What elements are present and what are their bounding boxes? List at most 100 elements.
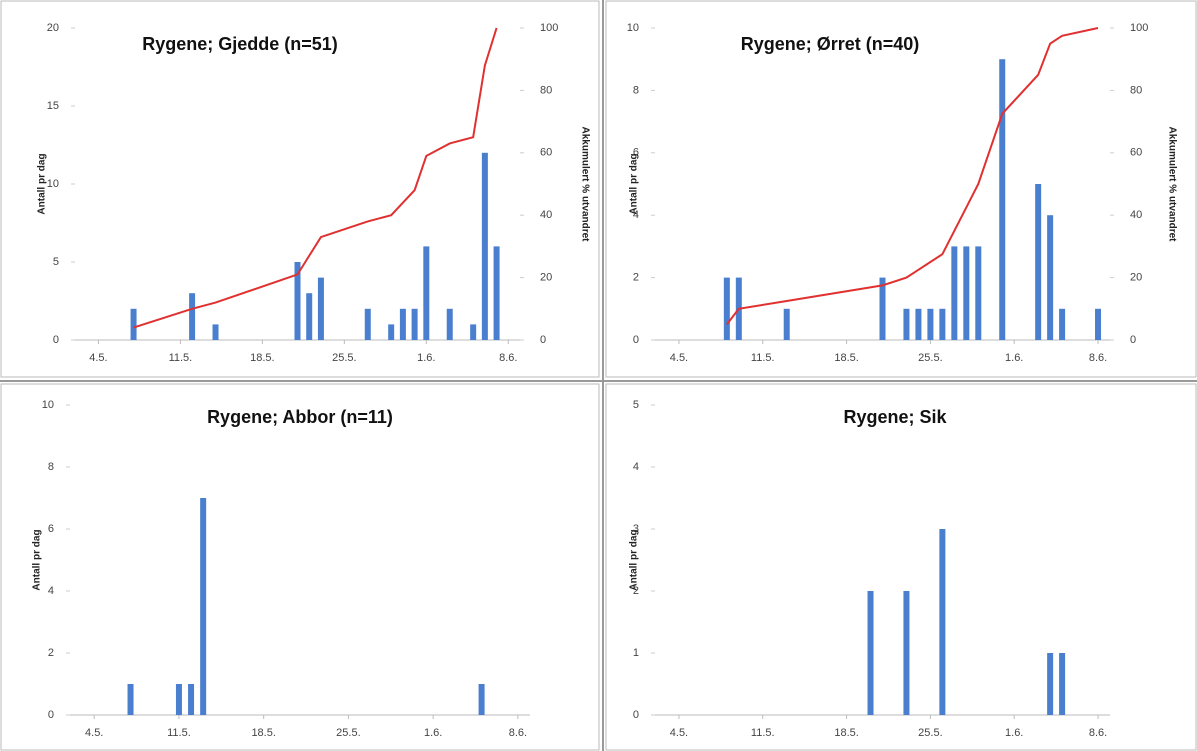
y2-tick-label: 20 xyxy=(540,272,552,284)
x-tick-label: 11.5. xyxy=(169,352,193,364)
bar xyxy=(1047,215,1054,340)
chart-title: Rygene; Sik xyxy=(843,407,947,427)
y-tick-label: 4 xyxy=(48,585,54,597)
chart-title: Rygene; Abbor (n=11) xyxy=(207,407,393,427)
bar xyxy=(317,277,324,340)
x-tick-label: 25.5. xyxy=(332,352,356,364)
bar xyxy=(127,684,134,715)
y-tick-label: 8 xyxy=(48,461,54,473)
bar xyxy=(130,308,137,340)
y2-axis-title: Akkumulert % utvandret xyxy=(579,126,590,242)
y-tick-label: 15 xyxy=(47,100,59,112)
x-tick-label: 8.6. xyxy=(499,352,517,364)
x-tick-label: 18.5. xyxy=(250,352,274,364)
x-tick-label: 18.5. xyxy=(834,727,858,739)
bar xyxy=(939,529,946,715)
y-tick-label: 5 xyxy=(633,399,639,411)
bar xyxy=(723,277,730,340)
y-tick-label: 8 xyxy=(633,84,639,96)
panel-frame xyxy=(0,383,600,751)
y-tick-label: 10 xyxy=(42,399,54,411)
bar xyxy=(188,684,195,715)
y-axis-title: Antall pr dag xyxy=(629,529,640,590)
x-tick-label: 4.5. xyxy=(670,727,688,739)
bar xyxy=(294,262,301,340)
panel-frame xyxy=(605,0,1197,378)
x-tick-label: 1.6. xyxy=(417,352,435,364)
bar xyxy=(399,308,406,340)
bar xyxy=(999,59,1006,340)
bar xyxy=(364,308,371,340)
y-tick-label: 10 xyxy=(627,22,639,34)
chart-title: Rygene; Ørret (n=40) xyxy=(741,34,920,54)
y-tick-label: 2 xyxy=(48,647,54,659)
panel-frame xyxy=(605,383,1197,751)
bar xyxy=(212,324,219,340)
y-axis-title: Antall pr dag xyxy=(629,153,640,214)
bar xyxy=(903,591,910,715)
bar xyxy=(879,277,886,340)
panel-frame xyxy=(0,0,600,378)
x-tick-label: 4.5. xyxy=(670,352,688,364)
bar xyxy=(1095,308,1102,340)
y-tick-label: 1 xyxy=(633,647,639,659)
x-tick-label: 18.5. xyxy=(834,352,858,364)
x-tick-label: 1.6. xyxy=(424,727,442,739)
bar xyxy=(493,246,500,340)
bar xyxy=(975,246,982,340)
bar xyxy=(446,308,453,340)
y-tick-label: 2 xyxy=(633,585,639,597)
x-tick-label: 25.5. xyxy=(336,727,360,739)
cumulative-line xyxy=(726,27,1099,326)
y-tick-label: 4 xyxy=(633,461,639,473)
bar xyxy=(915,308,922,340)
bar xyxy=(1035,184,1042,340)
bar xyxy=(470,324,477,340)
cumulative-line xyxy=(133,27,498,329)
x-tick-label: 11.5. xyxy=(751,352,775,364)
y-tick-label: 2 xyxy=(633,272,639,284)
bar xyxy=(200,498,207,715)
bar xyxy=(951,246,958,340)
x-tick-label: 11.5. xyxy=(751,727,775,739)
bar xyxy=(1047,653,1054,715)
bar xyxy=(963,246,970,340)
y-tick-label: 0 xyxy=(48,709,54,721)
y-tick-label: 0 xyxy=(53,334,59,346)
y2-tick-label: 0 xyxy=(540,334,546,346)
bar xyxy=(867,591,874,715)
bar xyxy=(1059,308,1066,340)
y2-tick-label: 80 xyxy=(1130,84,1142,96)
y-axis-title: Antall pr dag xyxy=(32,529,43,590)
y2-tick-label: 60 xyxy=(540,147,552,159)
bar xyxy=(388,324,395,340)
bar xyxy=(306,293,313,340)
x-tick-label: 11.5. xyxy=(167,727,191,739)
x-tick-label: 4.5. xyxy=(89,352,107,364)
y-tick-label: 10 xyxy=(47,178,59,190)
x-tick-label: 8.6. xyxy=(509,727,527,739)
bar xyxy=(939,308,946,340)
bar xyxy=(478,684,485,715)
bar xyxy=(1059,653,1066,715)
x-tick-label: 8.6. xyxy=(1089,727,1107,739)
x-tick-label: 4.5. xyxy=(85,727,103,739)
bar xyxy=(783,308,790,340)
bar xyxy=(423,246,430,340)
y-tick-label: 20 xyxy=(47,22,59,34)
bar xyxy=(175,684,182,715)
y-tick-label: 0 xyxy=(633,709,639,721)
y-tick-label: 0 xyxy=(633,334,639,346)
x-tick-label: 1.6. xyxy=(1005,727,1023,739)
chart-title: Rygene; Gjedde (n=51) xyxy=(142,34,338,54)
y2-axis-title: Akkumulert % utvandret xyxy=(1166,126,1177,242)
bar xyxy=(903,308,910,340)
y-tick-label: 6 xyxy=(633,147,639,159)
x-tick-label: 1.6. xyxy=(1005,352,1023,364)
x-tick-label: 18.5. xyxy=(251,727,275,739)
bar xyxy=(189,293,196,340)
bar xyxy=(481,152,488,340)
bar xyxy=(411,308,418,340)
y2-tick-label: 20 xyxy=(1130,272,1142,284)
